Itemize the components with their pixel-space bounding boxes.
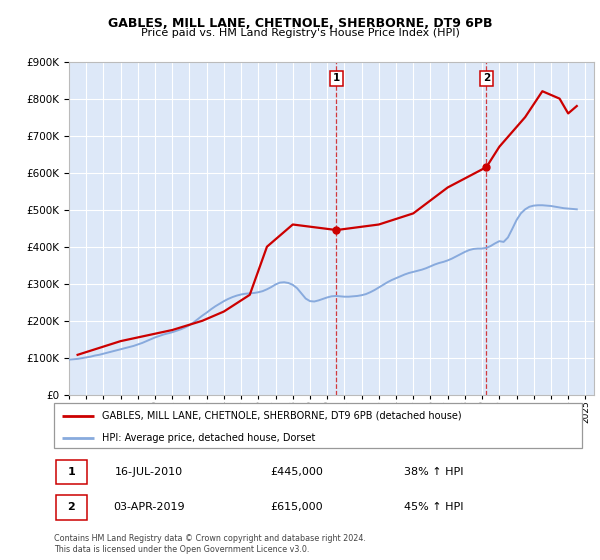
Text: 38% ↑ HPI: 38% ↑ HPI — [404, 467, 464, 477]
Text: 2: 2 — [68, 502, 75, 512]
FancyBboxPatch shape — [56, 495, 87, 520]
FancyBboxPatch shape — [56, 460, 87, 484]
Text: GABLES, MILL LANE, CHETNOLE, SHERBORNE, DT9 6PB (detached house): GABLES, MILL LANE, CHETNOLE, SHERBORNE, … — [101, 410, 461, 421]
Text: HPI: Average price, detached house, Dorset: HPI: Average price, detached house, Dors… — [101, 433, 315, 443]
Text: 45% ↑ HPI: 45% ↑ HPI — [404, 502, 464, 512]
Text: 1: 1 — [68, 467, 75, 477]
Text: 1: 1 — [333, 73, 340, 83]
Text: £615,000: £615,000 — [271, 502, 323, 512]
Text: 2: 2 — [483, 73, 490, 83]
Text: Price paid vs. HM Land Registry's House Price Index (HPI): Price paid vs. HM Land Registry's House … — [140, 28, 460, 38]
Text: GABLES, MILL LANE, CHETNOLE, SHERBORNE, DT9 6PB: GABLES, MILL LANE, CHETNOLE, SHERBORNE, … — [108, 17, 492, 30]
Text: 16-JUL-2010: 16-JUL-2010 — [115, 467, 183, 477]
Text: 03-APR-2019: 03-APR-2019 — [113, 502, 185, 512]
Text: £445,000: £445,000 — [271, 467, 323, 477]
Text: Contains HM Land Registry data © Crown copyright and database right 2024.
This d: Contains HM Land Registry data © Crown c… — [54, 534, 366, 554]
